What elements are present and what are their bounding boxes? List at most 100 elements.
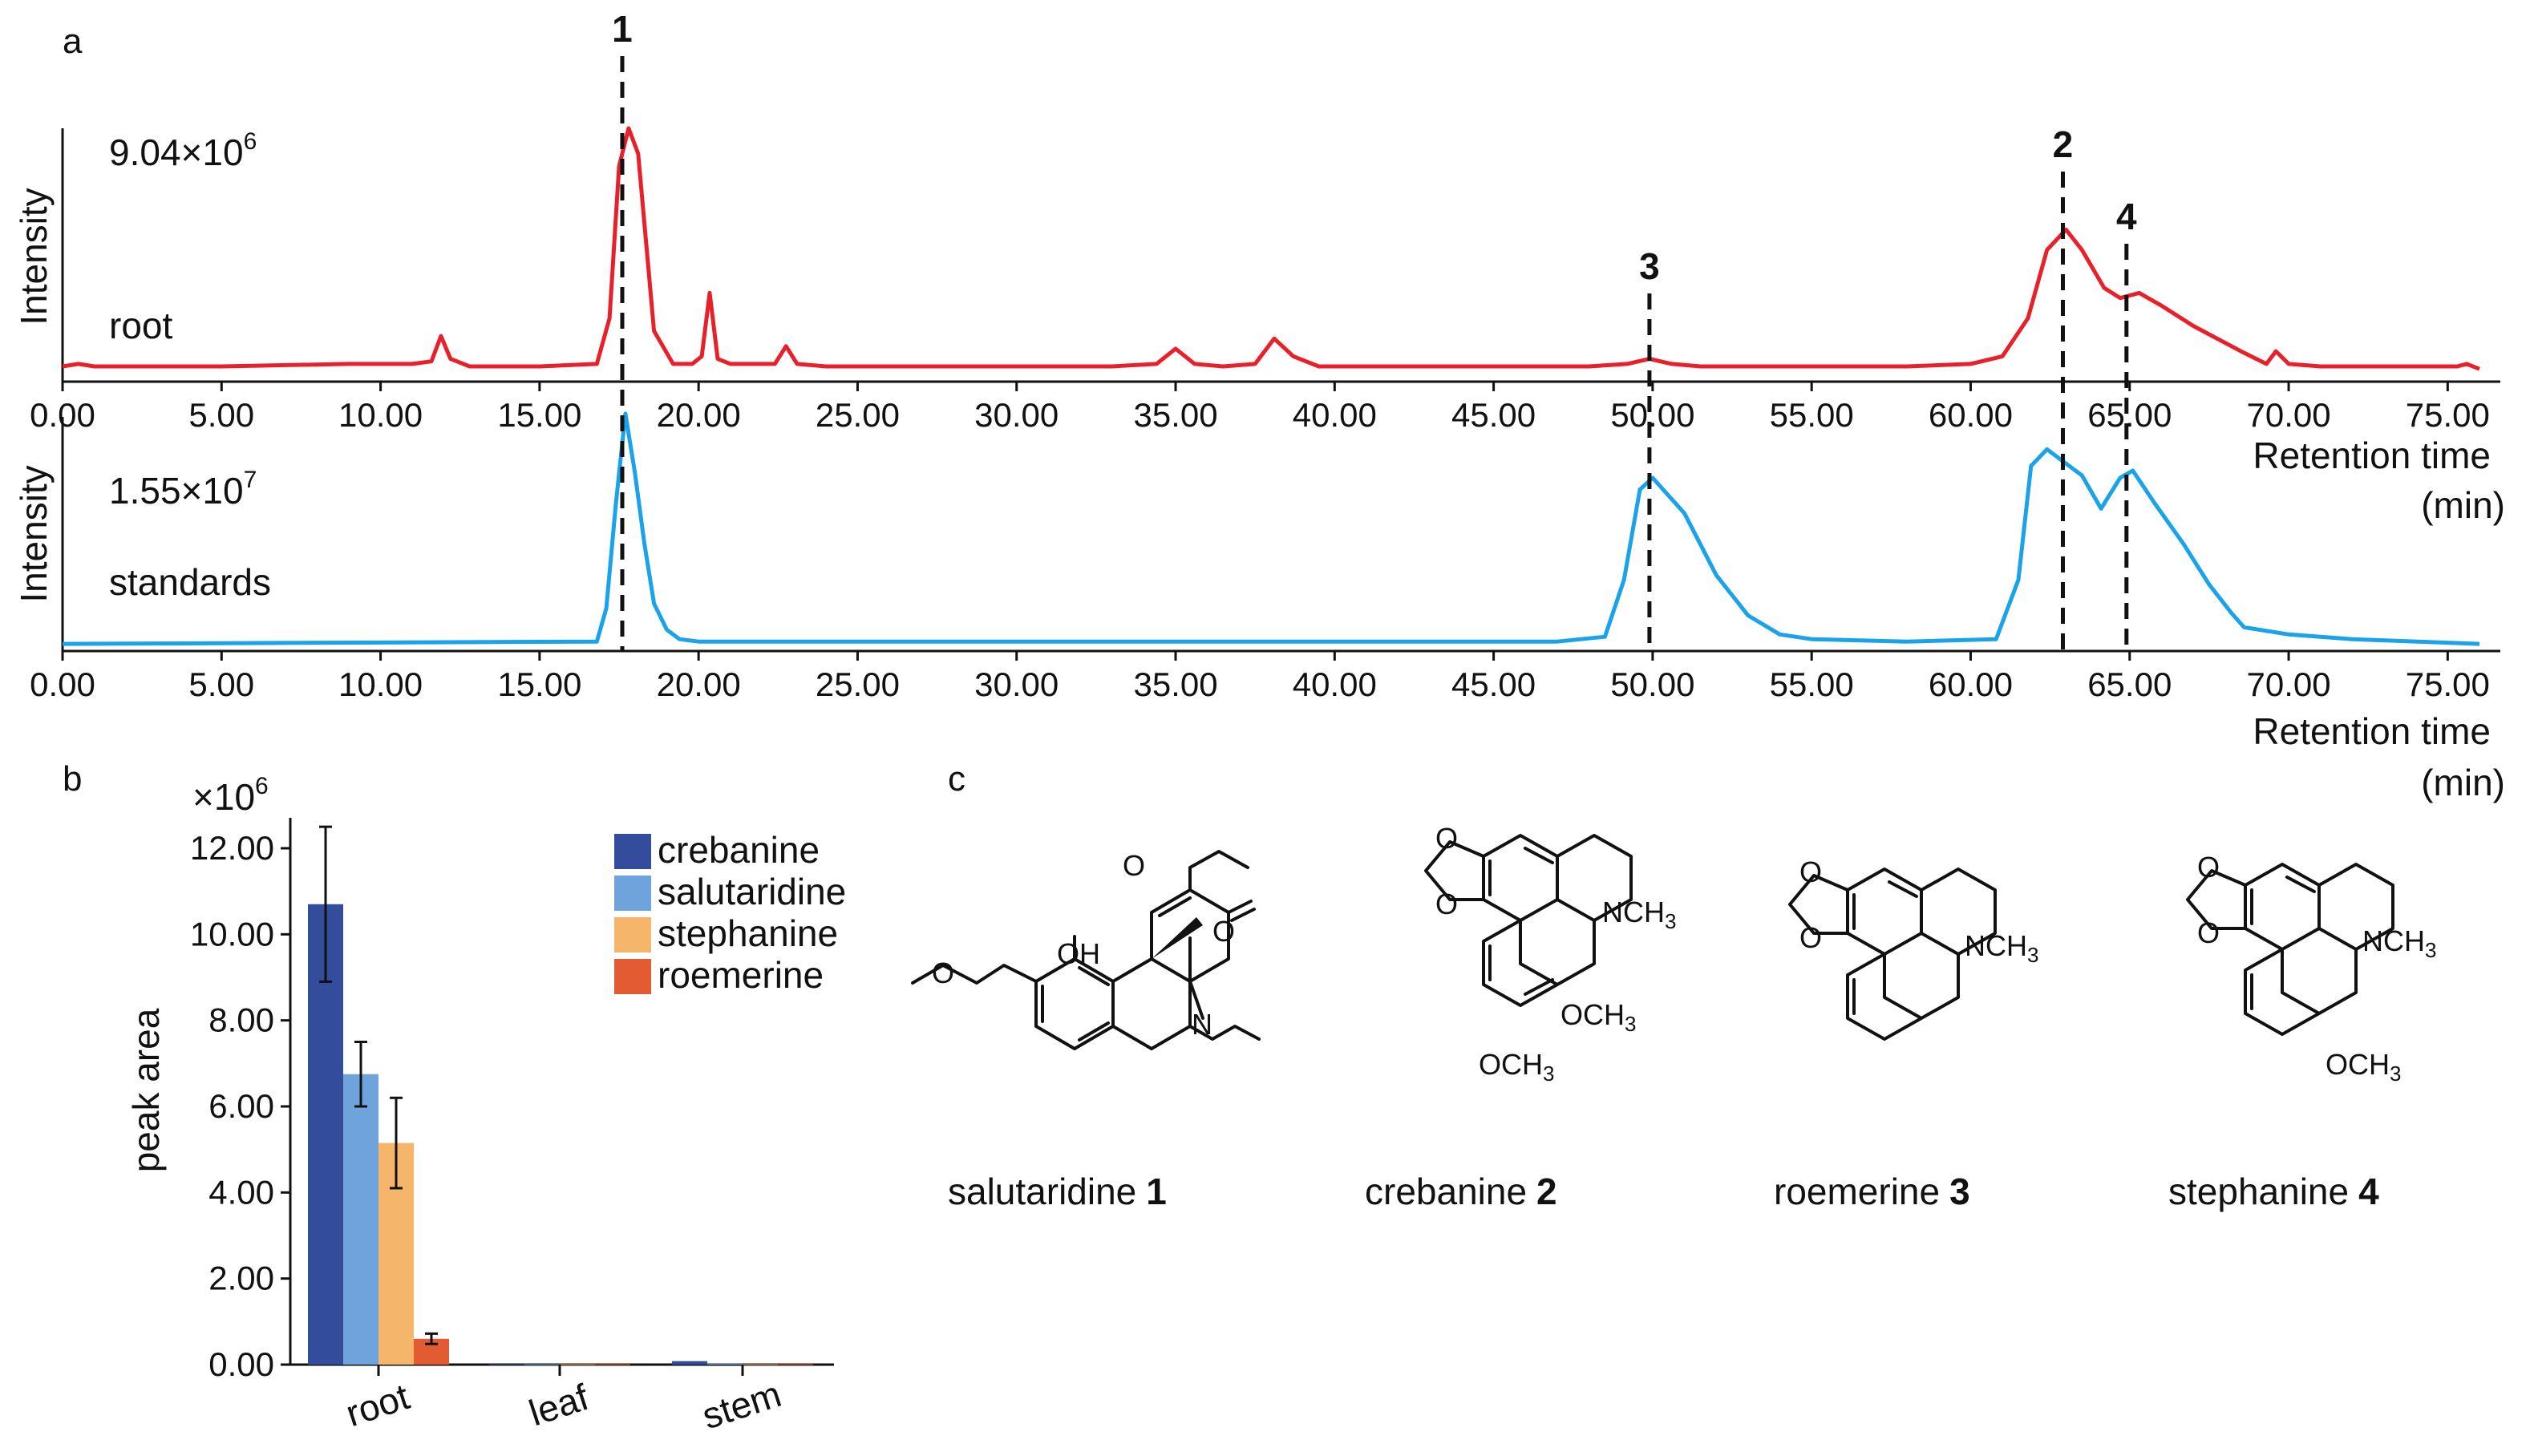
standards-x-tick-label: 5.00 [188,665,254,703]
root-y-label: Intensity [13,188,55,325]
legend-swatch-salutaridine [614,876,651,911]
bar-stephanine-stem [743,1364,778,1365]
roemerine-o2: O [1799,921,1822,954]
standards-x-tick-label: 75.00 [2406,665,2490,703]
salutaridine-o2-label: O [1123,849,1145,882]
panel-label-a: a [63,22,83,61]
standards-x-tick-label: 15.00 [497,665,581,703]
root-x-tick-label: 50.00 [1610,396,1694,434]
standards-trace-label: standards [109,561,271,603]
bar-y-tick-label: 0.00 [208,1345,274,1383]
salutaridine-structure: OH O O O N salutaridine 1 [911,849,1261,1212]
crebanine-name: crebanine [1365,1171,1527,1212]
bar-y-tick-label: 12.00 [190,829,274,867]
root-scale-base: 9.04×10 [109,131,244,173]
crebanine-och3-b: OCH3 [1479,1048,1554,1086]
stephanine-caption: stephanine 4 [2168,1171,2379,1212]
bar-category-root: root [341,1375,415,1434]
standards-scale-label: 1.55×107 [109,467,257,512]
bar-y-ticks: 0.00 2.00 4.00 6.00 8.00 10.00 12.00 [190,829,290,1383]
bar-y-label: peak area [125,1008,167,1172]
root-trace-label: root [109,305,172,346]
root-x-tick-label: 60.00 [1929,396,2013,434]
salutaridine-name: salutaridine [948,1171,1136,1212]
crebanine-o2: O [1435,888,1458,920]
standards-x-tick-label: 10.00 [338,665,423,703]
root-scale-label: 9.04×106 [109,128,257,173]
bar-chart: ×106 peak area 0.00 2.00 4.00 6.00 8.00 10.00… [125,773,846,1437]
bars [308,825,813,1365]
standards-x-tick-label: 55.00 [1770,665,1854,703]
crebanine-number: 2 [1536,1171,1557,1212]
standards-x-tick-label: 60.00 [1929,665,2013,703]
standards-x-label: Retention time [2253,710,2491,752]
legend-label-crebanine: crebanine [658,829,820,871]
crebanine-nch3: NCH3 [1602,896,1676,933]
bar-salutaridine-leaf [524,1364,560,1365]
root-x-tick-label: 75.00 [2406,396,2490,434]
legend-swatch-roemerine [614,959,651,994]
root-trace-line [62,126,2480,371]
panel-label-b: b [63,759,82,799]
bar-y-tick-label: 8.00 [208,1001,274,1039]
standards-chromatogram: 0.00 5.00 10.00 15.00 20.00 25.00 30.00 35.00 40… [13,411,2500,703]
roemerine-nch3: NCH3 [1965,929,2038,967]
bar-y-tick-label: 6.00 [208,1087,274,1125]
root-x-unit: (min) [2421,484,2505,526]
stephanine-och3: OCH3 [2326,1048,2401,1086]
root-x-tick-label: 65.00 [2087,396,2172,434]
roemerine-caption: roemerine 3 [1774,1171,1970,1212]
standards-x-tick-label: 40.00 [1293,665,1377,703]
crebanine-caption: crebanine 2 [1365,1171,1557,1212]
standards-x-tick-label: 65.00 [2087,665,2172,703]
salutaridine-o-label: O [932,957,954,989]
roemerine-o1: O [1799,855,1822,888]
root-x-tick-label: 40.00 [1293,396,1377,434]
standards-scale-exp: 7 [244,467,257,493]
standards-trace-line [62,411,2480,646]
root-chromatogram: 0.00 5.00 10.00 15.00 20.00 25.00 30.00 35.00 40… [13,126,2500,434]
legend-label-salutaridine: salutaridine [658,871,846,912]
legend-label-stephanine: stephanine [658,912,838,954]
legend-swatch-stephanine [614,917,651,952]
standards-x-tick-label: 30.00 [974,665,1059,703]
root-x-tick-label: 5.00 [188,396,254,434]
standards-x-ticks: 0.00 5.00 10.00 15.00 20.00 25.00 30.00 35.00 40… [30,651,2490,703]
bar-multiplier-base: ×10 [192,776,255,818]
bar-salutaridine-stem [707,1363,743,1365]
salutaridine-oh-label: OH [1057,937,1100,970]
bar-salutaridine-root [343,1074,378,1365]
salutaridine-n-label: N [1192,1008,1212,1041]
standards-x-tick-label: 25.00 [816,665,900,703]
bar-y-tick-label: 2.00 [208,1260,274,1297]
bar-stephanine-leaf [560,1364,595,1365]
bar-y-tick-label: 4.00 [208,1173,274,1211]
salutaridine-number: 1 [1146,1171,1167,1212]
salutaridine-caption: salutaridine 1 [948,1171,1167,1212]
root-x-tick-label: 35.00 [1133,396,1217,434]
root-x-label: Retention time [2253,435,2491,476]
root-scale-exp: 6 [244,128,257,155]
standards-x-tick-label: 20.00 [657,665,741,703]
stephanine-number: 4 [2358,1171,2379,1212]
peak-label-3: 3 [1639,245,1660,287]
peak-label-1: 1 [612,8,633,50]
standards-x-tick-label: 0.00 [30,665,95,703]
root-x-tick-label: 25.00 [816,396,900,434]
bar-x-ticks: root leaf stem [341,1365,786,1437]
bar-category-leaf: leaf [524,1376,593,1434]
roemerine-name: roemerine [1774,1171,1940,1212]
root-x-tick-label: 30.00 [974,396,1059,434]
bar-crebanine-stem [672,1361,707,1365]
roemerine-structure: O O NCH3 roemerine 3 [1774,855,2038,1212]
crebanine-och3-a: OCH3 [1560,998,1636,1036]
roemerine-number: 3 [1949,1171,1970,1212]
salutaridine-ketone-o: O [1212,915,1235,948]
crebanine-o1: O [1435,822,1458,855]
bar-y-tick-label: 10.00 [190,915,274,952]
root-x-tick-label: 55.00 [1770,396,1854,434]
bar-category-stem: stem [697,1373,786,1437]
stephanine-structure: O O NCH3 OCH3 stephanine 4 [2168,851,2436,1212]
